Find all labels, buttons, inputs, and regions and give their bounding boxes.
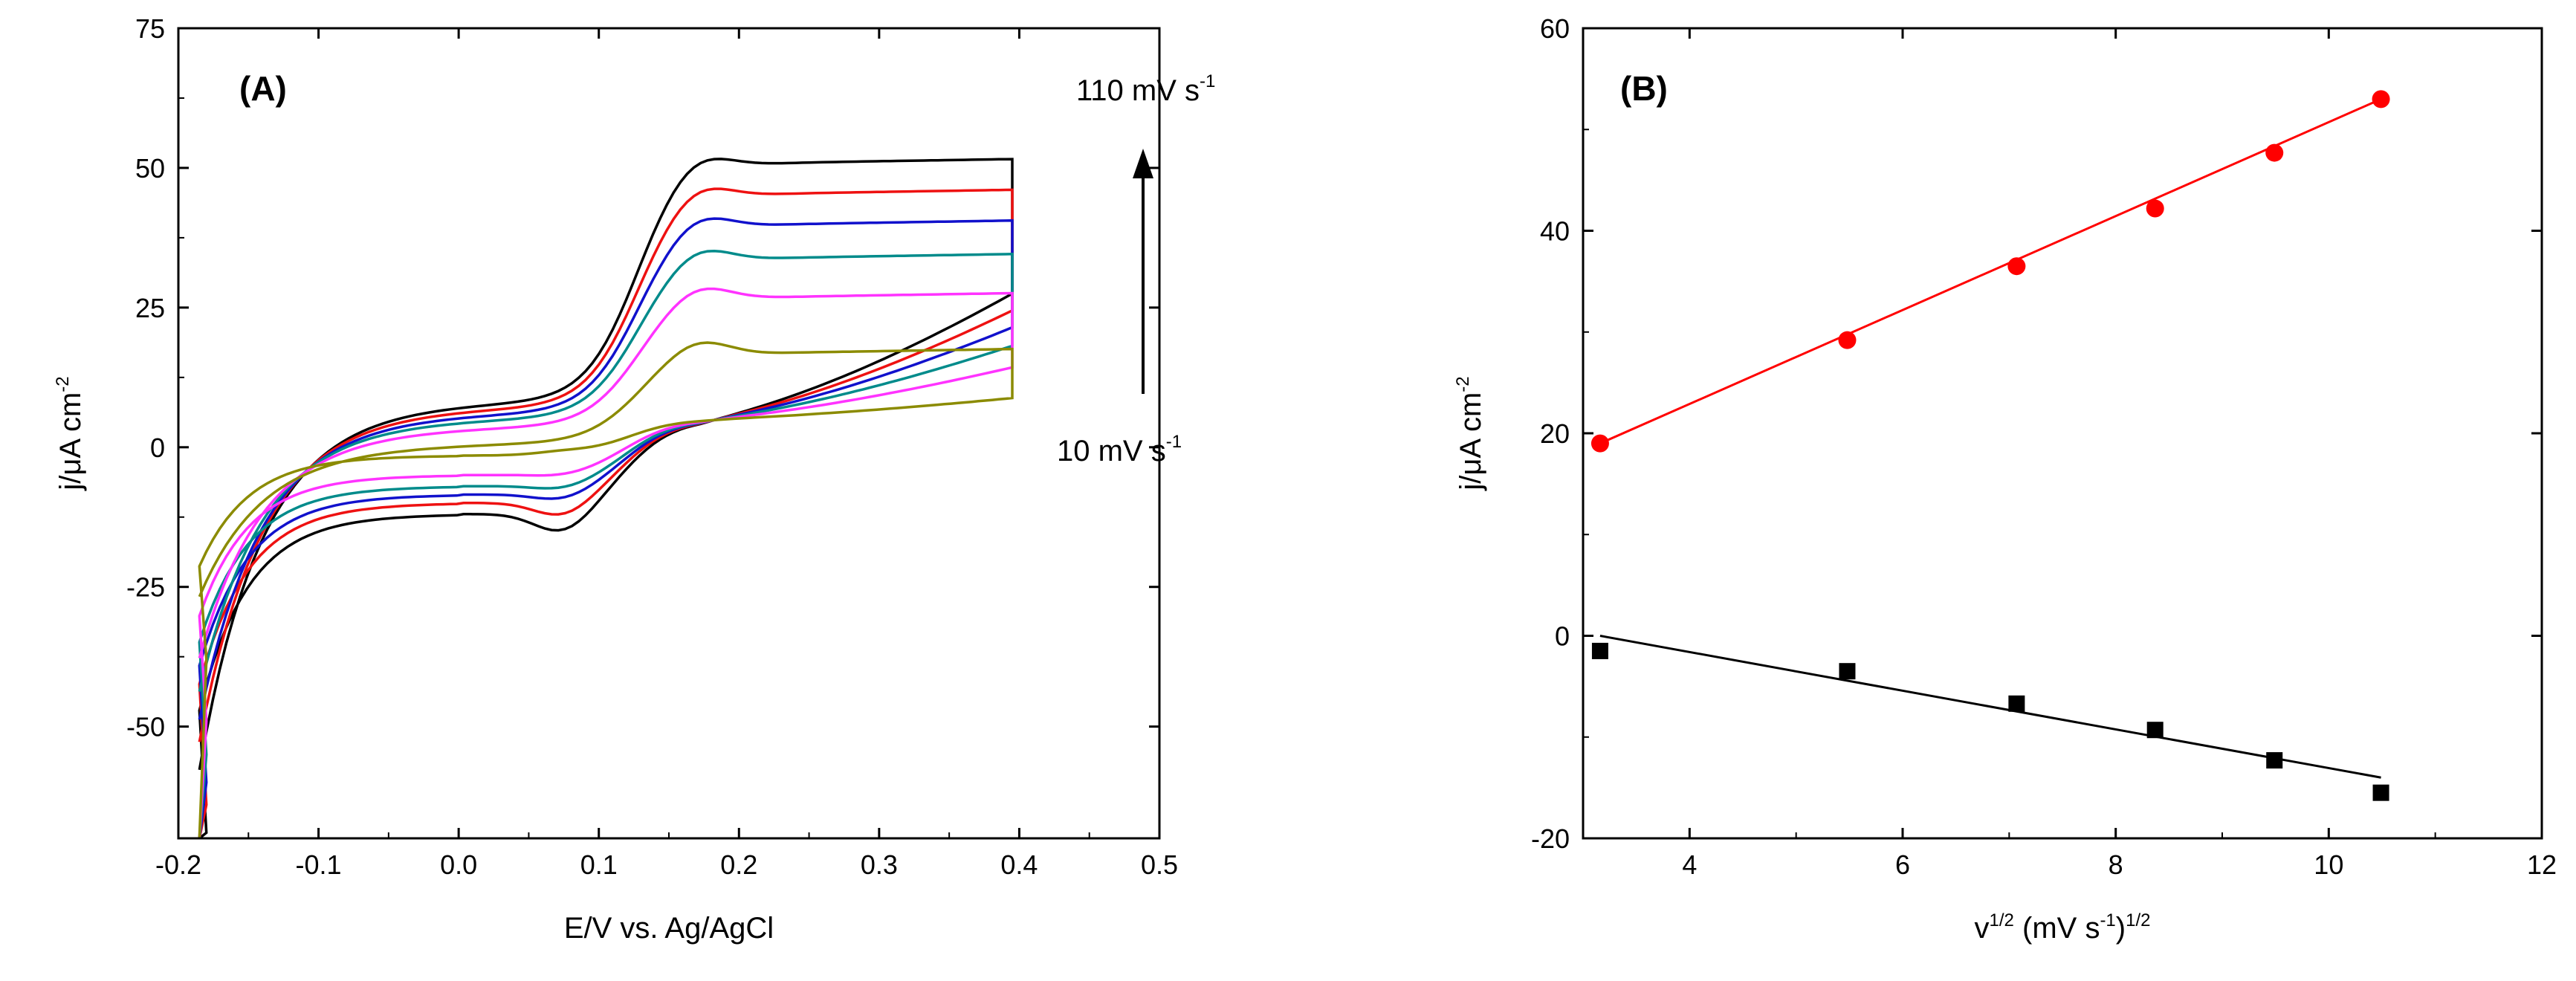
panel-b-y-label-mu: μ xyxy=(1454,459,1487,476)
panel-b-plot-area xyxy=(1590,90,2390,801)
y-tick-label: -20 xyxy=(1531,823,1570,854)
panel-b-y-label-exp: -2 xyxy=(1453,376,1473,392)
annotation-110-exp: -1 xyxy=(1200,71,1215,91)
cv-curve-5 xyxy=(198,287,1014,838)
panel-b-y-label-main: j/ xyxy=(1454,475,1487,491)
cv-curve-3 xyxy=(198,217,1014,838)
cv-curve-6 xyxy=(198,341,1014,838)
panel-a-chart: -0.2 -0.1 0.0 0.1 0.2 0.3 0.4 0.5-50-250255075 … xyxy=(53,13,1215,945)
y-tick-label: 40 xyxy=(1540,216,1570,247)
y-tick-label: 0 xyxy=(150,433,165,463)
x-tick-label: 0.3 xyxy=(861,849,898,880)
cv-curve-4 xyxy=(198,249,1014,838)
y-tick-label: -25 xyxy=(126,572,165,603)
panel-a-ticks: -0.2 -0.1 0.0 0.1 0.2 0.3 0.4 0.5 -50 -25 0 25 50 75 xyxy=(126,13,1178,880)
data-point-circle xyxy=(2007,257,2026,276)
x-tick-label: 0.4 xyxy=(1000,849,1038,880)
panel-a-y-label-exp: -2 xyxy=(53,376,73,392)
scan-rate-arrow xyxy=(1133,149,1153,394)
x-tick-label: -0.1 xyxy=(296,849,342,880)
x-tick-label: 6 xyxy=(1895,849,1910,880)
panel-b-x-label-mid-exp: -1 xyxy=(2100,910,2115,930)
y-tick-label: 0 xyxy=(1555,621,1570,652)
x-tick-label: 0.5 xyxy=(1141,849,1178,880)
panel-a-y-label-main: j/ xyxy=(54,475,87,491)
y-tick-label: 50 xyxy=(135,153,165,184)
fit-line-circle xyxy=(1599,98,2382,444)
y-tick-label: 25 xyxy=(135,293,165,323)
x-tick-label: 12 xyxy=(2527,849,2557,880)
fit-line-square xyxy=(1599,635,2381,779)
data-point-square xyxy=(2008,695,2025,712)
data-point-square xyxy=(1591,642,1608,659)
x-tick-label: 0.1 xyxy=(580,849,618,880)
data-point-circle xyxy=(2146,199,2164,218)
x-tick-label: 4 xyxy=(1682,849,1697,880)
data-point-circle xyxy=(1838,331,1857,349)
y-tick-label: 20 xyxy=(1540,418,1570,449)
y-tick-label: 75 xyxy=(135,13,165,44)
y-tick-label: -50 xyxy=(126,712,165,742)
panel-a-y-label-mu: μ xyxy=(54,459,87,476)
data-point-square xyxy=(2146,722,2164,739)
panel-b-y-axis-label: j/μA cm-2 xyxy=(1453,376,1487,490)
panel-b-x-label-v: v xyxy=(1975,912,1990,945)
panel-b-x-label-v-exp: 1/2 xyxy=(1990,910,2014,930)
data-point-circle xyxy=(2265,143,2284,162)
data-point-square xyxy=(1839,663,1856,680)
panel-a-y-label-unit: A cm xyxy=(54,392,87,459)
y-tick-label: 60 xyxy=(1540,13,1570,44)
panel-a-plot-area xyxy=(198,158,1014,838)
x-tick-label: 0.2 xyxy=(720,849,757,880)
x-tick-label: 8 xyxy=(2109,849,2123,880)
panel-a-x-axis-label: E/V vs. Ag/AgCl xyxy=(564,912,774,945)
panel-b-x-label-mid: (mV s xyxy=(2014,912,2100,945)
panel-b-ticks: 4 6 8 10 12 -20 0 20 40 60 xyxy=(1531,13,2557,880)
annotation-10-main: 10 mV s xyxy=(1057,435,1166,467)
annotation-110-mv: 110 mV s-1 xyxy=(1076,71,1215,107)
data-point-square xyxy=(2266,752,2283,769)
panel-b-x-label-close-exp: 1/2 xyxy=(2126,910,2150,930)
cv-curve-2 xyxy=(198,187,1014,838)
panel-b-axes-frame xyxy=(1582,27,2543,840)
panel-b-label: (B) xyxy=(1620,69,1668,108)
data-point-circle xyxy=(2372,90,2390,109)
panel-b-x-label-close: ) xyxy=(2116,912,2126,945)
data-point-circle xyxy=(1590,434,1609,453)
x-tick-label: 10 xyxy=(2314,849,2343,880)
data-point-square xyxy=(2372,784,2389,801)
x-tick-label: -0.2 xyxy=(155,849,201,880)
annotation-10-mv: 10 mV s-1 xyxy=(1057,432,1182,467)
x-tick-label: 0.0 xyxy=(440,849,477,880)
panel-a-label: (A) xyxy=(239,69,287,108)
panel-a-y-axis-label: j/μA cm-2 xyxy=(53,376,87,490)
annotation-10-exp: -1 xyxy=(1166,432,1182,452)
cv-curve-1 xyxy=(198,158,1014,838)
panel-b-x-axis-label: v1/2 (mV s-1)1/2 xyxy=(1975,910,2151,945)
annotation-110-main: 110 mV s xyxy=(1076,74,1200,107)
panel-b-y-label-unit: A cm xyxy=(1454,392,1487,459)
